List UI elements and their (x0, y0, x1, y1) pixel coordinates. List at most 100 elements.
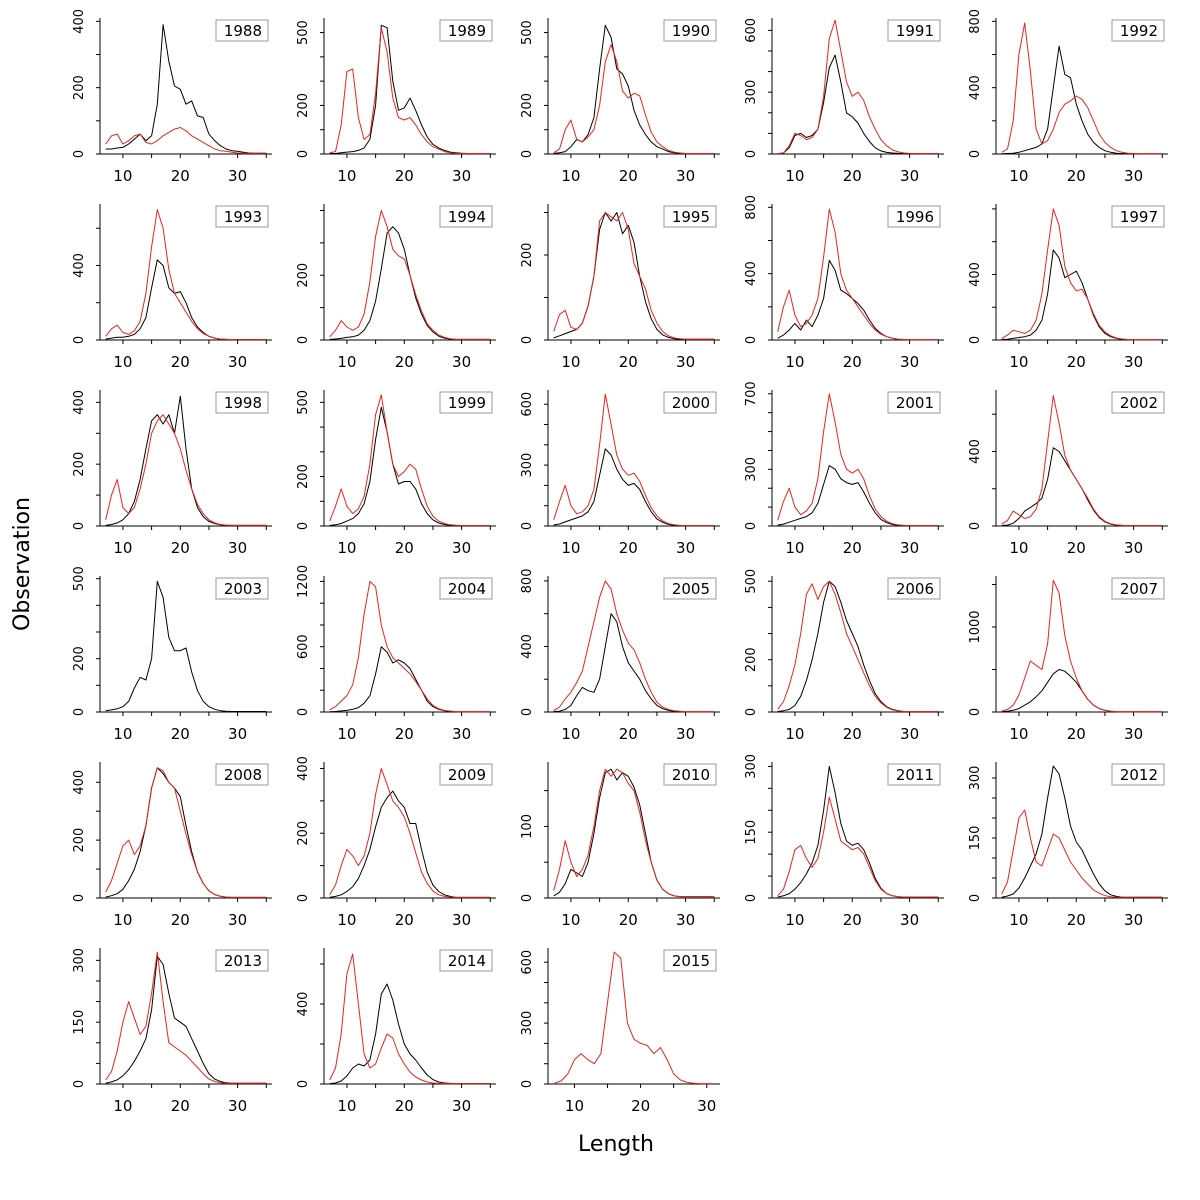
series-red (777, 208, 939, 341)
panel-2012: 0 150 300 10 20 30 2012 (968, 762, 1168, 929)
year-box (439, 205, 493, 228)
y-tick-label: 400 (520, 634, 535, 659)
y-tick-label: 0 (296, 522, 311, 530)
x-tick-label: 20 (171, 353, 190, 371)
panel-2015: 0 300 600 10 20 30 2015 (520, 948, 720, 1115)
panel-1995: 0 200 10 20 30 1995 (520, 204, 720, 371)
y-tick-label: 300 (520, 1011, 535, 1036)
x-tick-label: 20 (843, 167, 862, 185)
series-red (329, 394, 491, 526)
year-label: 2004 (448, 580, 486, 598)
series-black (105, 955, 267, 1084)
x-tick-label: 10 (561, 167, 580, 185)
year-box (1111, 763, 1165, 786)
x-tick-label: 10 (561, 911, 580, 929)
y-tick-label: 700 (744, 381, 759, 406)
series-red (777, 796, 939, 898)
x-tick-label: 10 (565, 1097, 584, 1115)
year-box (663, 577, 717, 600)
x-tick-label: 20 (395, 539, 414, 557)
y-tick-label: 0 (744, 336, 759, 344)
y-tick-label: 150 (744, 820, 759, 845)
panel-1997: 0 400 10 20 30 1997 (968, 204, 1168, 371)
year-box (663, 205, 717, 228)
x-tick-label: 20 (171, 911, 190, 929)
x-tick-label: 10 (337, 353, 356, 371)
year-label: 2009 (448, 766, 486, 784)
y-tick-label: 0 (968, 894, 983, 902)
series-black (105, 259, 267, 341)
year-label: 1988 (224, 22, 262, 40)
x-tick-label: 10 (785, 539, 804, 557)
y-tick-label: 0 (72, 336, 87, 344)
series-red (1001, 22, 1163, 155)
y-tick-label: 300 (744, 754, 759, 779)
y-tick-label: 0 (296, 336, 311, 344)
x-tick-label: 10 (113, 353, 132, 371)
series-red (554, 951, 714, 1085)
series-red (553, 44, 715, 154)
y-tick-label: 500 (520, 20, 535, 45)
x-tick-label: 20 (631, 1097, 650, 1115)
x-tick-label: 20 (619, 725, 638, 743)
year-label: 2010 (672, 766, 710, 784)
y-tick-label: 0 (744, 894, 759, 902)
series-black (553, 768, 715, 898)
year-box (1111, 391, 1165, 414)
y-tick-label: 400 (296, 992, 311, 1017)
x-tick-label: 30 (452, 539, 471, 557)
year-label: 2008 (224, 766, 262, 784)
y-tick-label: 600 (744, 18, 759, 43)
y-tick-label: 600 (520, 392, 535, 417)
y-tick-label: 0 (520, 336, 535, 344)
y-tick-label: 0 (744, 522, 759, 530)
panel-2000: 0 300 600 10 20 30 2000 (520, 390, 720, 557)
y-tick-label: 200 (72, 452, 87, 477)
x-tick-label: 10 (113, 1097, 132, 1115)
year-box (215, 391, 269, 414)
year-box (887, 577, 941, 600)
series-red (105, 414, 267, 526)
year-box (439, 577, 493, 600)
series-red (553, 580, 715, 713)
y-tick-label: 800 (744, 195, 759, 220)
x-tick-label: 30 (1124, 911, 1143, 929)
y-tick-label: 0 (72, 1080, 87, 1088)
panel-2010: 0 100 10 20 30 2010 (520, 762, 720, 929)
series-black (1001, 249, 1163, 341)
x-tick-label: 20 (1067, 725, 1086, 743)
x-tick-label: 10 (113, 911, 132, 929)
x-tick-label: 30 (1124, 167, 1143, 185)
series-black (329, 226, 491, 340)
series-black (1001, 447, 1163, 527)
x-tick-label: 30 (452, 725, 471, 743)
year-label: 2007 (1120, 580, 1158, 598)
x-tick-label: 30 (452, 911, 471, 929)
x-tick-label: 10 (785, 725, 804, 743)
x-tick-label: 20 (395, 1097, 414, 1115)
panel-1999: 0 200 500 10 20 30 1999 (296, 390, 496, 557)
y-tick-label: 1200 (296, 565, 311, 598)
series-red (329, 210, 491, 340)
x-tick-label: 20 (171, 539, 190, 557)
series-black (777, 580, 939, 712)
panel-2002: 0 400 10 20 30 2002 (968, 390, 1168, 557)
y-tick-label: 500 (296, 20, 311, 45)
x-tick-label: 10 (337, 1097, 356, 1115)
panel-2011: 0 150 300 10 20 30 2011 (744, 754, 944, 929)
y-tick-label: 400 (968, 75, 983, 100)
year-label: 2005 (672, 580, 710, 598)
y-tick-label: 200 (520, 243, 535, 268)
x-tick-label: 30 (228, 539, 247, 557)
panel-2003: 0 200 500 10 20 30 2003 (72, 566, 272, 743)
x-tick-label: 10 (561, 539, 580, 557)
y-tick-label: 200 (296, 464, 311, 489)
year-label: 2013 (224, 952, 262, 970)
x-tick-label: 20 (395, 167, 414, 185)
y-tick-label: 400 (968, 439, 983, 464)
series-red (329, 768, 491, 898)
panel-1994: 0 200 10 20 30 1994 (296, 204, 496, 371)
y-tick-label: 200 (296, 821, 311, 846)
year-box (663, 19, 717, 42)
panel-2007: 0 1000 10 20 30 2007 (968, 576, 1168, 743)
